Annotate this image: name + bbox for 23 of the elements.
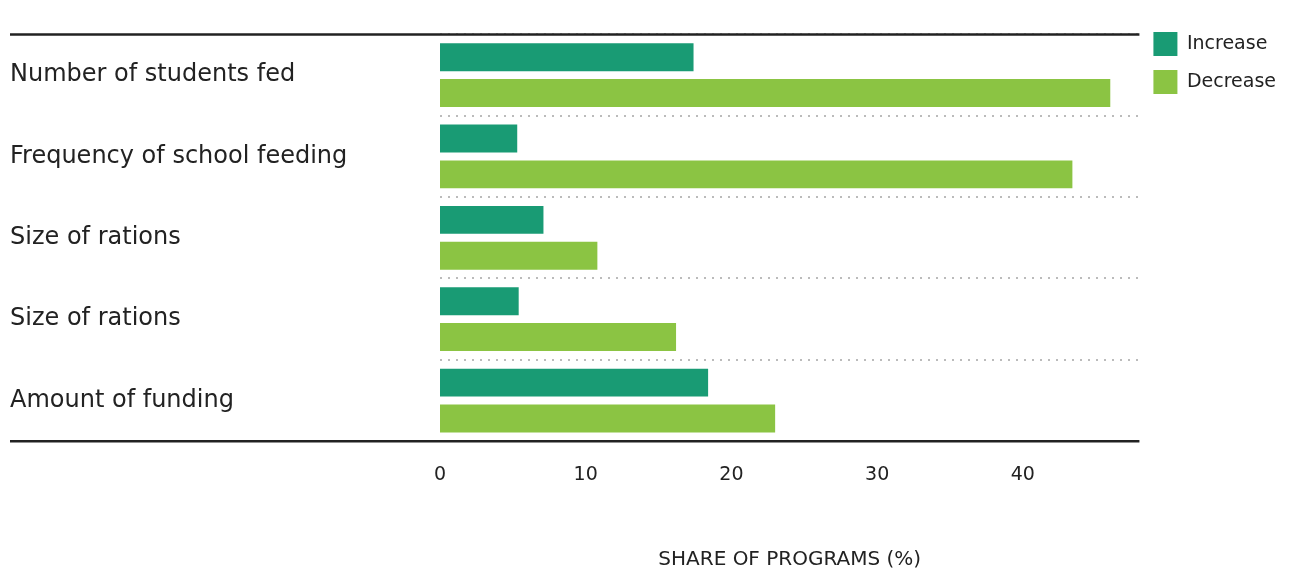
bar — [440, 79, 1111, 107]
bar — [440, 43, 694, 72]
bar — [440, 205, 544, 234]
y-tick-label: Number of students fed — [10, 59, 296, 88]
x-tick-label: 30 — [865, 461, 890, 484]
bar — [440, 368, 709, 397]
bar — [440, 124, 518, 153]
x-axis-title: SHARE OF PROGRAMS (%) — [658, 546, 922, 571]
x-tick-label: 0 — [433, 461, 447, 484]
bar — [440, 323, 677, 352]
legend-label: Decrease — [1186, 68, 1277, 91]
y-tick-label: Frequency of school feeding — [10, 140, 348, 169]
bar — [440, 287, 519, 316]
bar — [440, 404, 776, 433]
y-tick-label: Amount of funding — [10, 384, 234, 413]
bar — [440, 160, 1073, 189]
bar — [440, 241, 598, 270]
legend-label: Increase — [1186, 30, 1268, 53]
y-tick-label: Size of rations — [10, 303, 181, 332]
x-tick-label: 40 — [1010, 461, 1035, 484]
x-tick-label: 20 — [719, 461, 744, 484]
x-tick-label: 10 — [573, 461, 598, 484]
y-tick-label: Size of rations — [10, 222, 181, 251]
